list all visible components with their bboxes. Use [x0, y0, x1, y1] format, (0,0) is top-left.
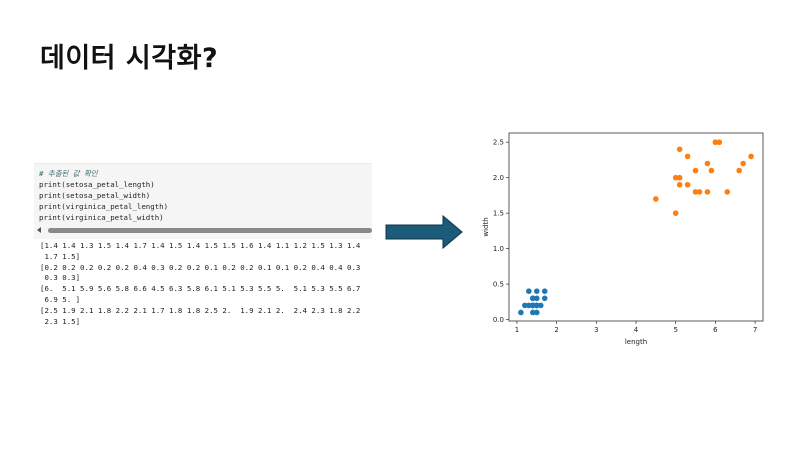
y-tick-label: 0.0: [493, 316, 504, 324]
scatter-point: [672, 174, 679, 181]
output-line: [0.2 0.2 0.2 0.2 0.2 0.4 0.3 0.2 0.2 0.1…: [40, 262, 361, 272]
x-tick-label: 1: [515, 326, 519, 334]
scatter-point: [653, 196, 659, 202]
scatter-point: [522, 302, 528, 309]
output-line: [6. 5.1 5.9 5.6 5.8 6.6 4.5 6.3 5.8 6.1 …: [40, 284, 361, 294]
x-axis-label: length: [625, 338, 647, 346]
scatter-point: [537, 302, 544, 309]
scatter-point: [530, 309, 536, 316]
output-line: [1.4 1.4 1.3 1.5 1.4 1.7 1.4 1.5 1.4 1.5…: [40, 241, 361, 250]
cell-output: [1.4 1.4 1.3 1.5 1.4 1.7 1.4 1.5 1.4 1.5…: [40, 241, 360, 327]
x-tick-label: 6: [713, 326, 718, 334]
x-tick-label: 2: [554, 326, 558, 334]
x-tick-label: 7: [753, 326, 757, 334]
scatter-point: [526, 302, 532, 309]
plot-frame: [508, 132, 764, 322]
scatter-point: [740, 160, 746, 167]
scatter-point: [533, 288, 540, 295]
scatter-point: [672, 210, 679, 216]
code-lines: # 추출된 값 확인 print(setosa_petal_length) pr…: [39, 168, 168, 223]
right-arrow-icon: [385, 214, 463, 250]
scatter-chart: 1 2 3 4 5 6 7 0.0 0.5 1.0 1.5 2.0 2.5 length width: [482, 132, 764, 346]
scatter-point: [748, 153, 754, 160]
x-tick-label: 4: [634, 326, 639, 334]
y-tick-label: 1.0: [493, 245, 504, 253]
output-line: [2.5 1.9 2.1 1.8 2.2 2.1 1.7 1.8 1.8 2.5…: [40, 305, 361, 315]
slide-title: 데이터 시각화?: [40, 43, 219, 74]
output-line: 6.9 5. ]: [40, 294, 81, 304]
y-tick-label: 2.0: [493, 174, 504, 182]
output-line: 2.3 1.5]: [40, 316, 81, 326]
scatter-point: [541, 295, 548, 302]
scatter-point: [684, 153, 691, 160]
code-cell[interactable]: # 추출된 값 확인 print(setosa_petal_length) pr…: [34, 163, 372, 239]
scatter-point: [712, 139, 719, 146]
y-axis-label: width: [482, 217, 490, 236]
x-tick-label: 3: [594, 326, 598, 334]
scatter-point: [692, 167, 699, 174]
scatter-point: [530, 302, 536, 309]
y-tick-label: 1.5: [493, 210, 504, 218]
scatter-point: [533, 302, 540, 309]
output-line: 0.3 0.3]: [40, 273, 81, 283]
scatter-point: [716, 139, 723, 146]
scatter-point: [541, 288, 548, 295]
output-line: 1.7 1.5]: [40, 251, 81, 261]
scatter-point: [518, 309, 524, 316]
scatter-point: [533, 309, 540, 316]
code-line: print(setosa_petal_length): [39, 180, 155, 189]
y-tick-label: 2.5: [493, 139, 504, 147]
scatter-point: [704, 160, 711, 167]
scatter-point: [533, 295, 540, 302]
code-comment: # 추출된 값 확인: [39, 169, 98, 178]
code-line: print(setosa_petal_width): [39, 191, 151, 200]
scatter-point: [704, 189, 711, 195]
scatter-point: [692, 189, 699, 195]
x-tick-label: 5: [673, 326, 677, 334]
scatter-point: [724, 189, 731, 195]
scatter-point: [736, 167, 742, 174]
scatter-point: [684, 181, 691, 188]
scatter-point: [676, 174, 683, 181]
scatter-point: [676, 146, 683, 153]
code-line: print(virginica_petal_length): [39, 202, 169, 211]
scatter-point: [708, 167, 715, 174]
scatter-point: [530, 295, 536, 302]
code-line: print(virginica_petal_width): [39, 213, 164, 222]
scatter-point: [676, 181, 683, 188]
horizontal-scrollbar[interactable]: [48, 228, 372, 233]
scatter-point: [526, 288, 532, 295]
scatter-point: [696, 189, 703, 195]
y-tick-label: 0.5: [493, 281, 504, 289]
scroll-left-icon[interactable]: [37, 227, 41, 233]
